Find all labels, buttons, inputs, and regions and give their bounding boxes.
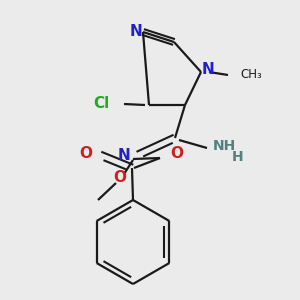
Text: O: O <box>79 146 92 160</box>
Text: H: H <box>232 150 244 164</box>
Text: O: O <box>113 170 127 185</box>
Text: N: N <box>202 61 214 76</box>
Text: NH: NH <box>213 139 236 153</box>
Text: N: N <box>130 25 142 40</box>
Text: N: N <box>117 148 130 163</box>
Text: CH₃: CH₃ <box>240 68 262 82</box>
Text: Cl: Cl <box>94 97 110 112</box>
Text: O: O <box>170 146 183 161</box>
